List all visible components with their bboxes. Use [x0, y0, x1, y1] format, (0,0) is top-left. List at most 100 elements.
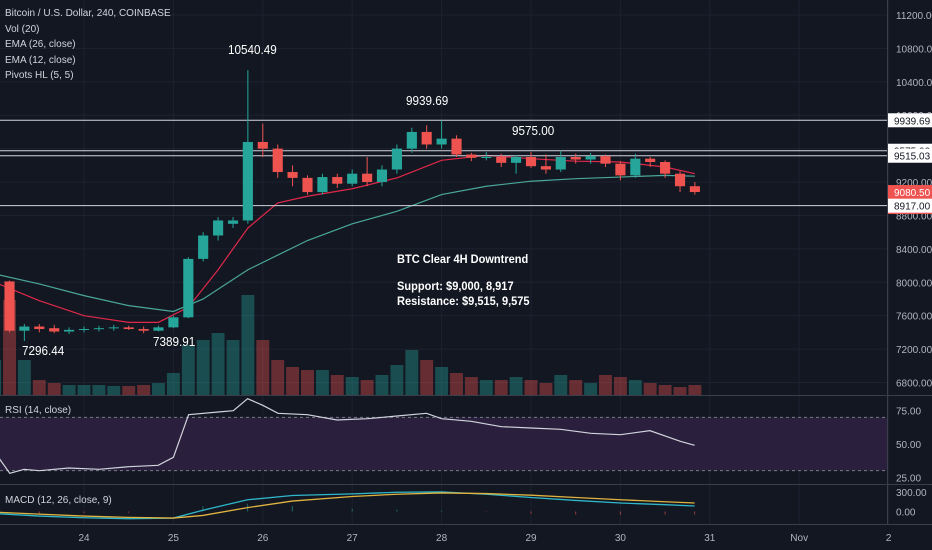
volume-bar — [599, 375, 612, 395]
candle-body — [406, 131, 417, 149]
candle-body — [272, 148, 283, 173]
volume-bar — [509, 377, 523, 395]
annotation-resistance[interactable]: Resistance: $9,515, 9,575 — [397, 294, 530, 308]
price-tick-label: 9200.00 — [896, 178, 932, 189]
macd-level-label: 300.00 — [896, 488, 927, 499]
annotation-support[interactable]: Support: $9,000, 8,917 — [397, 279, 514, 293]
volume-bar — [554, 375, 568, 395]
candle-body — [570, 156, 581, 160]
current-price-label: 9080.50 — [894, 188, 931, 199]
time-tick-label: 27 — [347, 533, 359, 544]
macd-label[interactable]: MACD (12, 26, close, 9) — [5, 495, 112, 506]
rsi-band — [0, 417, 887, 471]
candle-body — [451, 138, 462, 155]
rsi-label[interactable]: RSI (14, close) — [5, 405, 72, 416]
volume-bar — [613, 377, 627, 395]
volume-bar — [301, 370, 314, 395]
candle-body — [362, 173, 373, 183]
volume-bar — [643, 383, 657, 395]
macd-pane: 300.00 0.00 — [0, 488, 927, 520]
volume-bar — [375, 375, 389, 395]
candle-body — [466, 154, 477, 158]
price-line-label: 9515.03 — [894, 152, 931, 163]
candle-body — [138, 329, 149, 331]
volume-bar — [286, 367, 300, 395]
volume-bar — [539, 383, 553, 395]
candle-body — [496, 156, 507, 163]
pivot-high-label: 10540.49 — [228, 42, 277, 57]
volume-bar — [405, 350, 419, 395]
price-tick-label: 10400.00 — [896, 78, 932, 89]
candle-body — [108, 327, 119, 329]
price-line-tag — [888, 198, 932, 213]
candle-body — [391, 148, 402, 170]
volume-bar — [360, 380, 374, 395]
legend-ema26[interactable]: EMA (26, close) — [5, 39, 76, 50]
price-axis: 11200.0010800.0010400.0010000.009600.009… — [888, 11, 932, 389]
volume-bar — [62, 385, 76, 395]
volume-bar — [658, 385, 672, 395]
horizontal-lines — [0, 119, 887, 207]
candle-body — [421, 131, 432, 145]
candle-body — [600, 156, 611, 164]
candle-body — [168, 317, 179, 328]
volume-bar — [166, 373, 180, 395]
candle-body — [689, 186, 700, 193]
volume-bar — [0, 360, 2, 395]
price-line-tag — [888, 113, 932, 128]
legend-ema12[interactable]: EMA (12, close) — [5, 54, 76, 66]
candle-body — [153, 327, 164, 331]
candle-body — [317, 177, 328, 193]
annotation-title[interactable]: BTC Clear 4H Downtrend — [397, 252, 529, 266]
time-tick-label: 2 — [886, 533, 892, 544]
time-tick-label: Nov — [790, 533, 808, 544]
candle-body — [183, 258, 194, 318]
price-tick-label: 8800.00 — [896, 211, 932, 222]
candle-body — [660, 162, 671, 174]
volume-bar — [92, 385, 106, 395]
candle-body — [227, 220, 239, 224]
candle-body — [93, 328, 104, 330]
signal-line — [0, 492, 695, 519]
current-price-tag — [888, 185, 932, 200]
volume-bar — [688, 385, 702, 395]
pivot-high-label-3: 9575.00 — [512, 123, 555, 138]
rsi-level-label: 75.00 — [896, 407, 921, 418]
volume-bar — [137, 385, 151, 395]
legend-volume[interactable]: Vol (20) — [5, 23, 40, 35]
candle-body — [525, 156, 537, 167]
volume-bar — [464, 377, 478, 395]
price-line-label: 9939.69 — [894, 116, 931, 127]
price-tick-label: 7200.00 — [896, 345, 932, 356]
candle-body — [555, 156, 566, 170]
volume-bar — [330, 375, 344, 395]
volume-bar — [196, 340, 210, 395]
rsi-line — [0, 397, 695, 475]
time-tick-label: 31 — [704, 533, 716, 544]
price-line-label: 8917.00 — [894, 202, 931, 213]
volume-bar — [211, 333, 225, 395]
candle-body — [540, 166, 551, 170]
price-tick-label: 10800.00 — [896, 44, 932, 55]
legend-pivots[interactable]: Pivots HL (5, 5) — [5, 70, 74, 81]
candle-body — [287, 172, 298, 178]
candle-body — [78, 329, 90, 331]
macd-line — [0, 491, 695, 520]
candle-body — [674, 173, 686, 187]
candles — [4, 70, 700, 342]
candle-body — [645, 158, 656, 163]
volume-bar — [32, 380, 46, 395]
candle-body — [257, 141, 268, 149]
time-tick-label: 24 — [78, 533, 90, 544]
time-tick-label: 30 — [615, 533, 627, 544]
candle-body — [481, 156, 492, 158]
time-axis: 24 25 26 27 28 29 30 31 Nov 2 — [78, 533, 891, 544]
volume-bar — [479, 380, 493, 395]
volume-bar — [47, 383, 61, 395]
candle-body — [198, 235, 209, 259]
legend-symbol[interactable]: Bitcoin / U.S. Dollar, 240, COINBASE — [5, 8, 171, 19]
candle-body — [4, 281, 15, 331]
volume-bar — [584, 383, 598, 395]
